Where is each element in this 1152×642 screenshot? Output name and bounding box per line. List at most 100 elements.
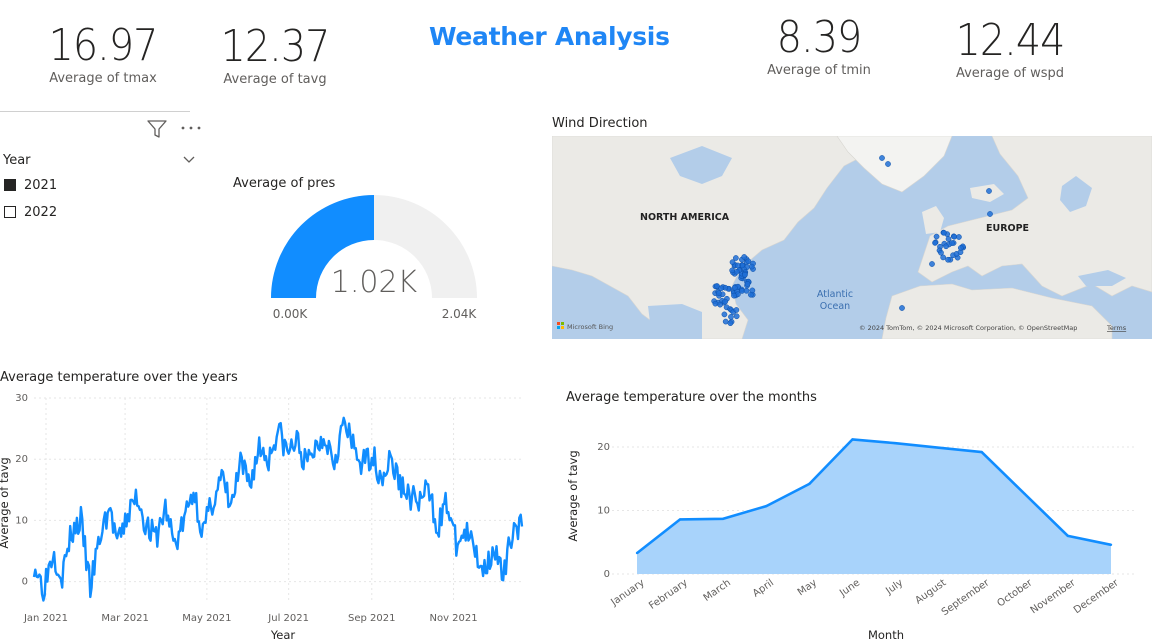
data-point xyxy=(721,517,725,520)
black-sea xyxy=(1078,270,1126,286)
data-point xyxy=(1066,534,1070,538)
kpi-card-tmin[interactable]: 8.39 Average of tmin xyxy=(744,12,894,78)
location-dot xyxy=(727,320,734,327)
location-dot xyxy=(733,313,740,320)
checkbox-checked[interactable] xyxy=(4,179,16,191)
gauge-max-label: 2.04K xyxy=(442,307,478,321)
x-axis-ticks: January February March April May June July Augu… xyxy=(609,577,1122,618)
location-dot xyxy=(733,307,740,313)
data-point xyxy=(765,504,768,508)
kpi-card-wspd[interactable]: 12.44 Average of wspd xyxy=(935,15,1085,81)
location-dot xyxy=(718,285,725,292)
location-dot xyxy=(733,255,739,261)
location-dot xyxy=(744,281,751,287)
location-dot xyxy=(932,240,938,246)
y-tick-label: 10 xyxy=(15,515,28,526)
location-dot xyxy=(734,262,741,269)
area-y-axis-title: Average of tavg xyxy=(566,450,580,541)
temperature-year-line-chart[interactable]: 0 10 20 30 Jan 2021 Mar 2021 May 2021 Jul 2021… xyxy=(0,388,540,642)
map-attribution: © 2024 TomTom, © 2024 Microsoft Corporat… xyxy=(859,324,1077,332)
data-point xyxy=(635,551,639,555)
year-slicer[interactable]: Year 2021 2022 xyxy=(0,116,205,226)
location-dot xyxy=(742,271,748,278)
location-dot xyxy=(728,314,734,320)
location-dot xyxy=(929,261,935,267)
x-tick-label: Jul 2021 xyxy=(267,613,309,624)
temperature-month-area-chart[interactable]: 0 10 20 January February March April May June Ju… xyxy=(560,408,1152,642)
location-dot xyxy=(717,301,723,308)
line-y-axis-title: Average of tavg xyxy=(0,457,11,548)
location-dot xyxy=(943,243,949,250)
slicer-item-2022[interactable]: 2022 xyxy=(4,201,57,223)
location-dot xyxy=(987,211,993,217)
map-terms-link[interactable]: Terms xyxy=(1106,324,1127,332)
location-dot xyxy=(745,258,752,265)
map-title: Wind Direction xyxy=(552,116,648,131)
kpi-label: Average of wspd xyxy=(955,66,1065,81)
slicer-item-2021[interactable]: 2021 xyxy=(4,174,57,196)
x-tick-label: January xyxy=(609,577,647,608)
gulf-of-mexico xyxy=(648,304,702,339)
y-tick-label: 0 xyxy=(604,569,610,580)
data-point xyxy=(1023,492,1027,496)
bing-logo-text: Microsoft Bing xyxy=(567,323,613,331)
kpi-card-tmax[interactable]: 16.97 Average of tmax xyxy=(30,20,176,86)
location-dot xyxy=(715,290,722,297)
location-dot xyxy=(941,229,947,236)
filter-icon[interactable] xyxy=(146,118,168,140)
y-tick-label: 20 xyxy=(15,454,28,465)
bing-logo: Microsoft Bing xyxy=(557,322,613,331)
gauge-fill xyxy=(271,195,374,298)
tavg-area-line xyxy=(636,438,1112,555)
page-title: Weather Analysis xyxy=(429,22,670,51)
area-x-axis-title: Month xyxy=(868,628,904,642)
location-dot xyxy=(945,236,952,242)
slicer-item-label: 2022 xyxy=(24,204,58,220)
location-dot xyxy=(729,267,736,274)
kpi-value: 16.97 xyxy=(48,20,159,71)
y-axis-ticks: 0 10 20 xyxy=(597,442,610,580)
gauge-min-label: 0.00K xyxy=(273,307,309,321)
gauge-value: 1.02K xyxy=(331,265,418,300)
kpi-card-tavg[interactable]: 12.37 Average of tavg xyxy=(200,21,350,87)
x-tick-label: August xyxy=(913,577,948,606)
x-tick-label: July xyxy=(883,577,905,597)
y-axis-ticks: 0 10 20 30 xyxy=(15,393,28,588)
kpi-label: Average of tmax xyxy=(49,71,157,86)
tavg-series-line xyxy=(32,416,524,602)
wind-direction-map[interactable]: NORTH AMERICA EUROPE Atlantic Ocean Micr… xyxy=(552,136,1152,339)
location-dot xyxy=(885,161,891,167)
location-dot xyxy=(722,298,729,305)
british-isles xyxy=(922,206,944,234)
more-options-icon[interactable] xyxy=(180,123,202,133)
pressure-gauge[interactable]: 1.02K 0.00K 2.04K xyxy=(255,190,495,325)
data-point xyxy=(808,482,811,486)
kpi-label: Average of tmin xyxy=(767,63,871,78)
gauge-title: Average of pres xyxy=(233,176,336,191)
location-dot xyxy=(743,287,750,294)
location-dot xyxy=(899,305,905,311)
line-chart-title: Average temperature over the years xyxy=(0,370,238,385)
y-tick-label: 10 xyxy=(597,506,610,517)
location-dot xyxy=(986,188,992,194)
baltic-sea xyxy=(1060,176,1092,212)
map-label-north-america: NORTH AMERICA xyxy=(640,212,730,223)
location-dot xyxy=(957,245,964,251)
x-tick-label: May xyxy=(796,577,819,598)
hudson-bay xyxy=(670,146,732,184)
checkbox-unchecked[interactable] xyxy=(4,206,16,218)
x-tick-label: April xyxy=(751,577,776,599)
north-america-land xyxy=(552,136,883,339)
data-point xyxy=(937,446,940,449)
data-point xyxy=(980,450,983,454)
divider xyxy=(0,111,190,112)
kpi-value: 8.39 xyxy=(776,12,862,63)
data-point xyxy=(851,438,854,441)
x-tick-label: September xyxy=(940,577,992,618)
europe-land xyxy=(917,136,1152,297)
chevron-down-icon[interactable] xyxy=(183,156,195,164)
location-dot xyxy=(731,284,738,291)
data-point xyxy=(678,518,682,521)
kpi-label: Average of tavg xyxy=(223,72,327,87)
x-tick-label: June xyxy=(837,577,862,599)
